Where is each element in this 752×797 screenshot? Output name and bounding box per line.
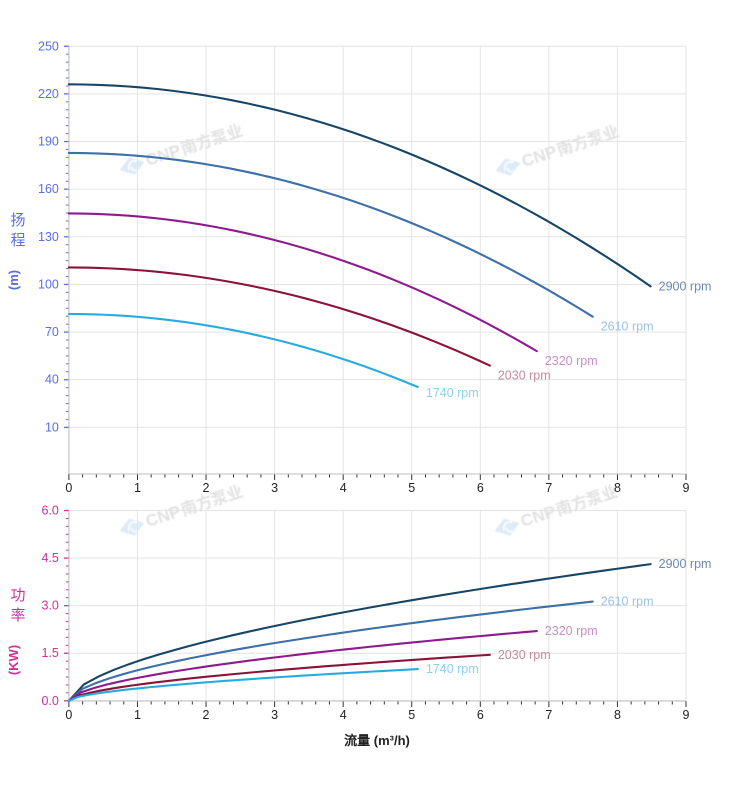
svg-text:2: 2 [203, 708, 210, 722]
svg-text:8: 8 [614, 708, 621, 722]
svg-text:10: 10 [45, 420, 59, 434]
svg-text:220: 220 [38, 87, 59, 101]
svg-text:扬: 扬 [10, 212, 25, 229]
svg-text:1: 1 [134, 481, 141, 495]
svg-text:40: 40 [45, 373, 59, 387]
svg-text:250: 250 [38, 39, 59, 53]
svg-text:190: 190 [38, 135, 59, 149]
svg-text:7: 7 [545, 481, 552, 495]
svg-text:4: 4 [340, 481, 347, 495]
svg-text:0.0: 0.0 [42, 694, 59, 708]
svg-text:3.0: 3.0 [42, 599, 59, 613]
svg-text:3: 3 [271, 481, 278, 495]
svg-text:6.0: 6.0 [42, 504, 59, 518]
svg-text:1.5: 1.5 [42, 646, 59, 660]
svg-text:5: 5 [408, 481, 415, 495]
svg-text:9: 9 [683, 481, 690, 495]
svg-text:2030 rpm: 2030 rpm [498, 648, 551, 662]
svg-text:2610 rpm: 2610 rpm [601, 320, 654, 334]
svg-text:2320 rpm: 2320 rpm [545, 624, 598, 638]
svg-text:0: 0 [65, 481, 72, 495]
svg-text:2320 rpm: 2320 rpm [545, 354, 598, 368]
svg-text:100: 100 [38, 277, 59, 291]
svg-text:(m): (m) [6, 270, 21, 290]
svg-text:160: 160 [38, 182, 59, 196]
svg-text:0: 0 [65, 708, 72, 722]
svg-text:8: 8 [614, 481, 621, 495]
svg-text:1740 rpm: 1740 rpm [426, 386, 479, 400]
svg-text:4: 4 [340, 708, 347, 722]
svg-text:2610 rpm: 2610 rpm [601, 595, 654, 609]
svg-text:6: 6 [477, 708, 484, 722]
svg-text:9: 9 [683, 708, 690, 722]
svg-text:2030 rpm: 2030 rpm [498, 369, 551, 383]
svg-text:2900 rpm: 2900 rpm [659, 557, 712, 571]
svg-text:程: 程 [10, 232, 25, 249]
svg-text:1: 1 [134, 708, 141, 722]
svg-text:流量 (m³/h): 流量 (m³/h) [344, 733, 410, 748]
svg-text:3: 3 [271, 708, 278, 722]
svg-text:5: 5 [408, 708, 415, 722]
svg-text:率: 率 [10, 607, 25, 624]
svg-text:7: 7 [545, 708, 552, 722]
svg-text:(KW): (KW) [6, 645, 21, 675]
svg-text:1740 rpm: 1740 rpm [426, 662, 479, 676]
svg-text:130: 130 [38, 230, 59, 244]
svg-text:6: 6 [477, 481, 484, 495]
svg-text:70: 70 [45, 325, 59, 339]
svg-text:4.5: 4.5 [42, 551, 59, 565]
svg-text:2: 2 [203, 481, 210, 495]
svg-text:2900 rpm: 2900 rpm [659, 279, 712, 293]
svg-text:功: 功 [10, 587, 25, 604]
